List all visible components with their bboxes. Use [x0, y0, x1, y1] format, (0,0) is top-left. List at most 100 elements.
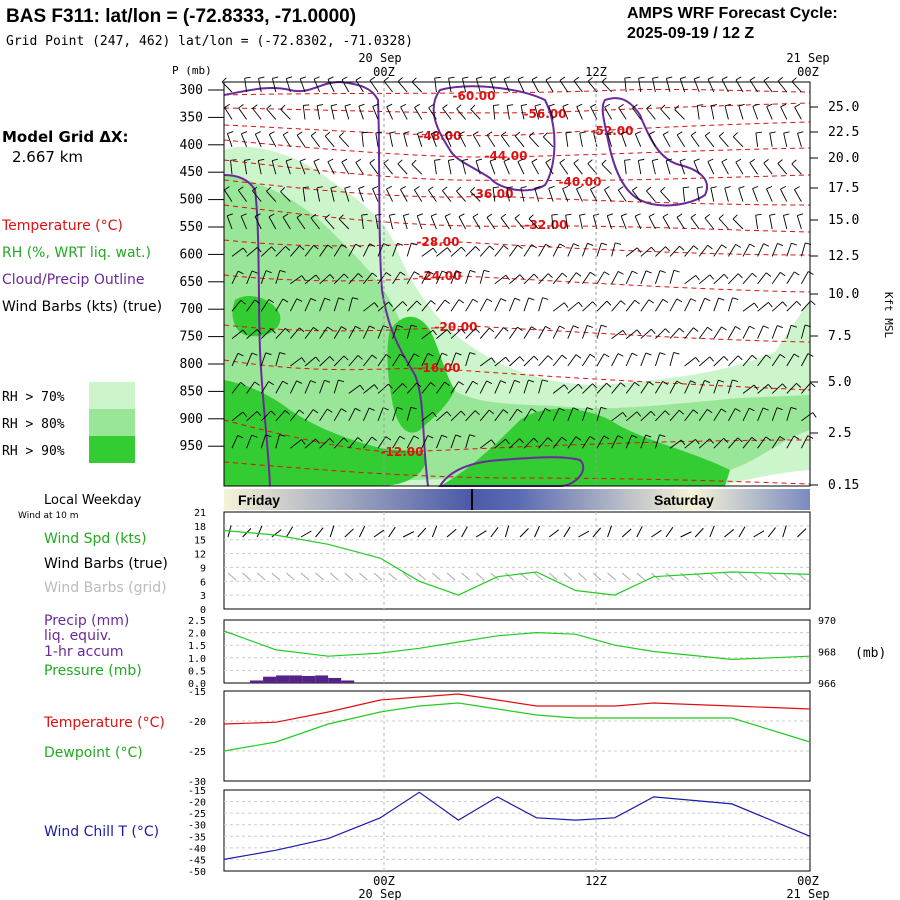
wind-barb-staff — [509, 274, 521, 285]
wind-tick-label: 15 — [194, 536, 206, 547]
wind-barb-flag — [650, 328, 656, 334]
wind-barb-flag — [272, 158, 279, 162]
wind-barb-flag — [638, 76, 645, 79]
wind-barb — [582, 353, 596, 367]
wind-barb — [655, 328, 670, 339]
wind-barb — [296, 131, 306, 148]
wind-barb-staff — [377, 407, 384, 421]
wind-barb-staff — [458, 216, 466, 230]
wind-height-note: Wind at 10 m — [18, 511, 78, 521]
surface-barb-grid — [592, 572, 602, 581]
wind-barb — [660, 104, 671, 120]
wind-barb — [652, 76, 659, 93]
wind-barb-staff — [567, 243, 574, 257]
wind-barb-flag — [315, 438, 320, 444]
wind-barb-flag — [707, 326, 713, 332]
wind-barb-staff — [411, 163, 423, 175]
wind-barb-staff — [786, 383, 797, 394]
wind-barb-staff — [348, 355, 359, 367]
surface-barb-grid — [534, 572, 543, 581]
wind-barb-staff — [246, 434, 253, 449]
surface-barb-true — [694, 527, 704, 538]
wind-barb-flag — [301, 275, 306, 281]
wind-barb-staff — [552, 243, 560, 257]
wind-barb-staff — [275, 270, 281, 284]
wind-barb-staff — [289, 380, 297, 394]
wind-barb — [607, 131, 614, 147]
wind-barb-staff — [710, 105, 715, 120]
wind-barb — [377, 243, 390, 257]
wind-barb-flag — [737, 273, 743, 279]
wind-barb — [552, 384, 569, 394]
wind-barb — [231, 352, 244, 367]
wind-barb-staff — [479, 327, 490, 339]
wind-barb-flag — [280, 187, 286, 193]
wind-barb-staff — [285, 160, 291, 175]
model-grid-label: Model Grid ΔX: — [2, 128, 129, 146]
wind-barb-flag — [230, 159, 237, 161]
precip-bars — [250, 675, 355, 683]
wind-barb-staff — [448, 78, 452, 93]
height-tick-label: 5.0 — [828, 375, 851, 390]
wind-barb — [710, 104, 718, 120]
wind-barb-flag — [659, 352, 666, 355]
wind-barb-staff — [696, 187, 700, 202]
bottom-date-label: 20 Sep — [358, 887, 401, 900]
wind-barb-flag — [427, 353, 434, 357]
wind-barb-flag — [251, 270, 258, 274]
wind-barb-flag — [718, 379, 725, 383]
wind-barb-flag — [607, 131, 614, 134]
wind-barb-flag — [755, 131, 762, 134]
wind-barb-flag — [732, 132, 738, 138]
wind-barb-staff — [416, 215, 423, 230]
wind-barb — [742, 384, 759, 394]
wind-barb-staff — [531, 161, 539, 175]
wind-barb — [581, 325, 593, 339]
wind-barb-flag — [575, 354, 582, 359]
wind-barb-staff — [344, 188, 350, 202]
wind-barb — [523, 355, 539, 367]
wind-barb-staff — [304, 274, 317, 285]
wind-barb-flag — [723, 437, 729, 443]
wind-barb-flag — [704, 297, 711, 302]
wind-barb-flag — [520, 104, 528, 107]
surface-barb-true — [709, 525, 715, 538]
wind-barb — [304, 245, 319, 257]
surface-barb-grid — [271, 572, 281, 581]
wind-barb — [348, 325, 361, 339]
wind-barb — [801, 300, 816, 312]
wind-barb — [684, 409, 699, 422]
wind-barb-flag — [793, 271, 800, 276]
wind-barb — [534, 103, 541, 120]
wind-barb — [386, 185, 394, 202]
wind-barb-staff — [757, 325, 764, 339]
wind-barb-staff — [363, 384, 375, 394]
wind-barb — [344, 186, 351, 202]
surface-barb-grid — [315, 572, 324, 581]
wind-barb-flag — [413, 271, 420, 276]
wind-barb-staff — [684, 357, 696, 367]
wind-barb-flag — [414, 103, 420, 108]
wind-barb-staff — [638, 78, 642, 93]
wind-barb — [260, 381, 274, 394]
wind-barb — [693, 158, 700, 175]
wind-barb-staff — [470, 108, 481, 120]
wind-barb-flag — [732, 297, 739, 300]
wind-barb-staff — [624, 78, 627, 93]
wind-barb-flag — [324, 379, 331, 383]
wind-barb-flag — [315, 356, 320, 362]
wind-barb-staff — [377, 383, 389, 394]
wind-barb — [763, 159, 773, 175]
wind-barb — [280, 187, 291, 202]
wind-barb-flag — [357, 273, 363, 278]
surface-barb-grid — [329, 572, 339, 581]
wind-barb — [528, 132, 539, 148]
wind-barb-flag — [326, 408, 333, 413]
temp-tick-label: -15 — [188, 687, 206, 698]
wind-barb-staff — [684, 275, 697, 285]
wind-barb-staff — [724, 105, 729, 120]
wind-barb — [246, 434, 258, 449]
cloud-outline-left-column — [223, 174, 271, 487]
wind-barb-staff — [275, 380, 283, 394]
wind-barb-flag — [528, 379, 535, 383]
